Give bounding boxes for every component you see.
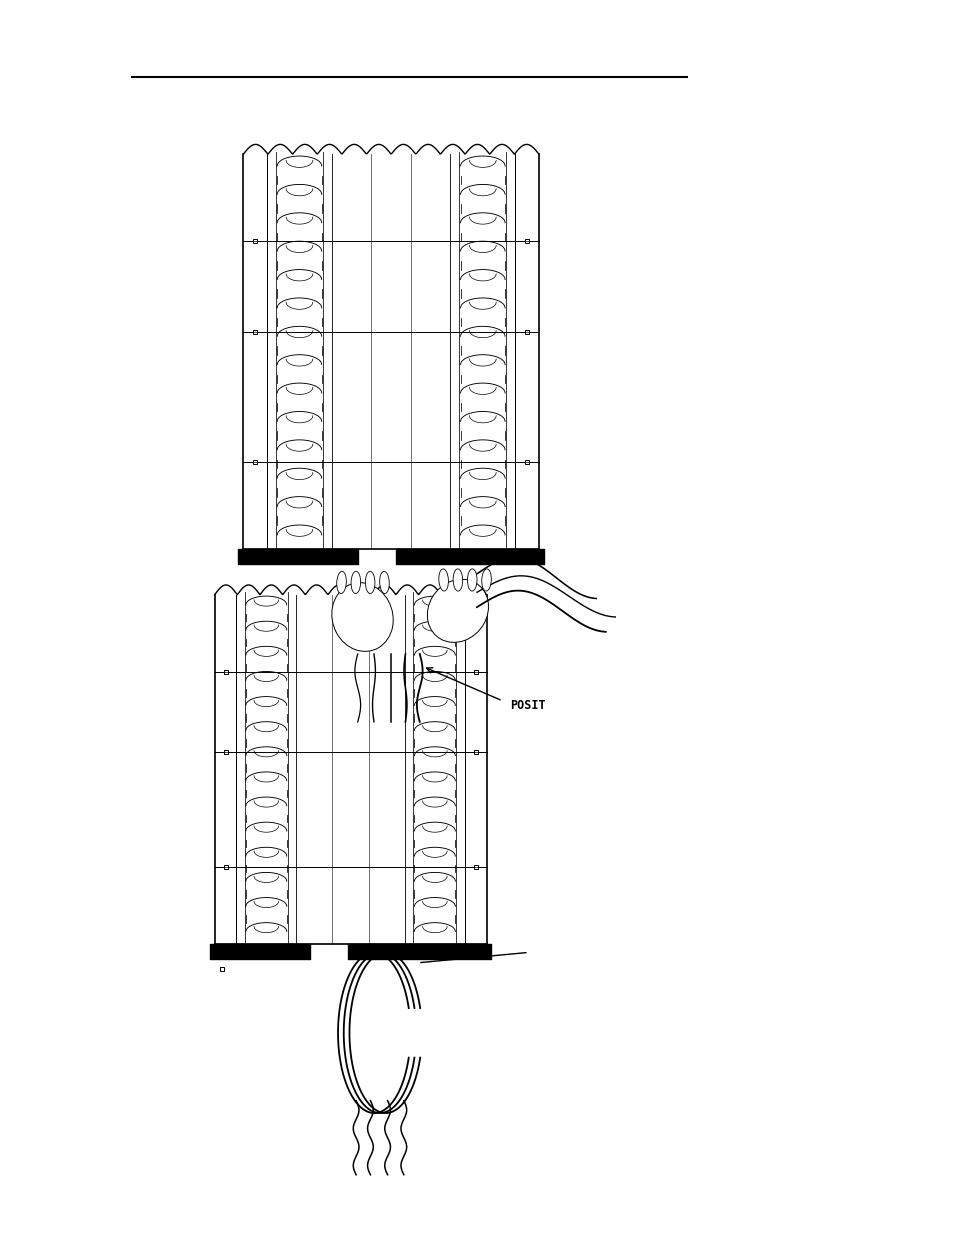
Ellipse shape — [351, 571, 360, 594]
Ellipse shape — [336, 571, 346, 594]
Ellipse shape — [332, 582, 393, 652]
Ellipse shape — [481, 569, 491, 591]
Ellipse shape — [438, 569, 448, 591]
Ellipse shape — [379, 571, 389, 594]
Ellipse shape — [467, 569, 476, 591]
Text: POSIT: POSIT — [510, 700, 545, 712]
Ellipse shape — [427, 579, 488, 643]
Ellipse shape — [365, 571, 375, 594]
Ellipse shape — [453, 569, 462, 591]
